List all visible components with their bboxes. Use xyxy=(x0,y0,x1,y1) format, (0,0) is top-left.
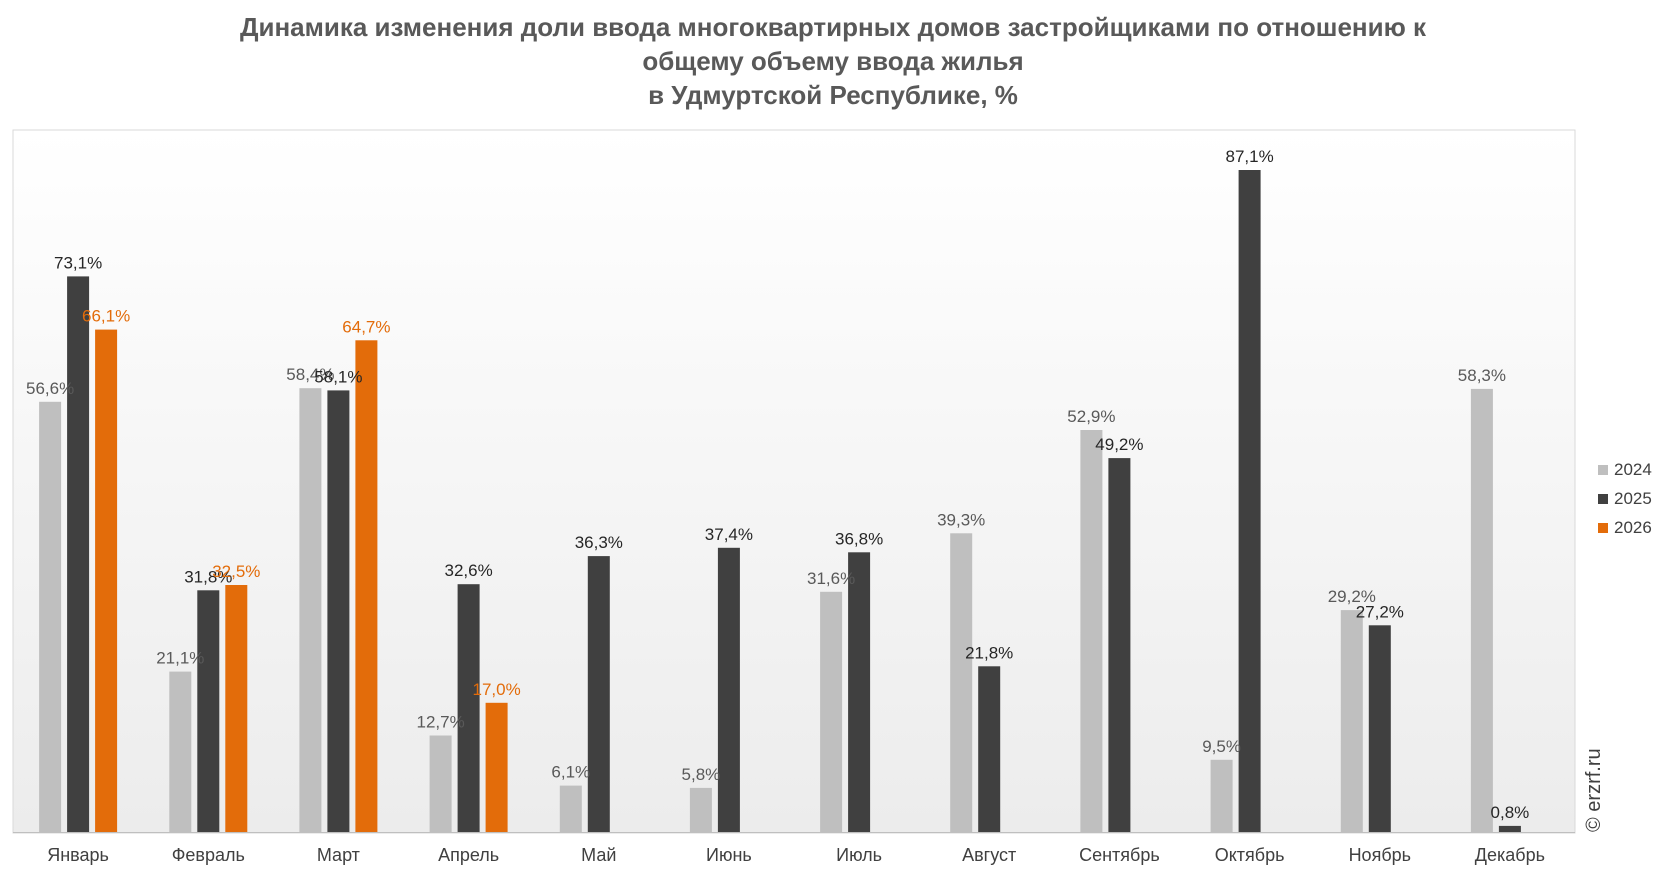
bar-2024-5 xyxy=(559,785,582,832)
x-tick-label-2: Февраль xyxy=(172,845,245,865)
bar-2024-3 xyxy=(299,388,322,832)
legend-label-2024: 2024 xyxy=(1614,459,1652,479)
legend-swatch-2026 xyxy=(1598,522,1608,533)
chart-title-line-3: в Удмуртской Республике, % xyxy=(648,80,1018,110)
data-label-2025-11: 27,2% xyxy=(1356,602,1404,621)
data-label-2025-8: 21,8% xyxy=(965,643,1013,662)
data-label-2025-10: 87,1% xyxy=(1225,147,1273,166)
bar-2025-12 xyxy=(1498,825,1521,832)
bar-2024-6 xyxy=(689,787,712,832)
bar-2026-2 xyxy=(225,585,248,832)
bar-2025-5 xyxy=(587,556,610,832)
data-label-2025-6: 37,4% xyxy=(705,525,753,544)
x-tick-label-1: Январь xyxy=(47,845,109,865)
data-label-2024-11: 29,2% xyxy=(1328,587,1376,606)
bar-2024-9 xyxy=(1080,430,1103,832)
data-label-2025-3: 58,1% xyxy=(314,367,362,386)
data-label-2024-4: 12,7% xyxy=(416,713,464,732)
data-label-2024-1: 56,6% xyxy=(26,379,74,398)
bar-2024-12 xyxy=(1470,388,1493,832)
legend-swatch-2024 xyxy=(1598,464,1608,475)
plot-area xyxy=(12,129,1576,834)
data-label-2025-4: 32,6% xyxy=(444,561,492,580)
bar-2024-7 xyxy=(820,591,843,832)
bar-2025-8 xyxy=(978,666,1001,832)
chart-title-line-1: Динамика изменения доли ввода многокварт… xyxy=(239,12,1427,42)
bar-2025-3 xyxy=(327,390,350,832)
bar-2026-3 xyxy=(355,340,378,832)
bar-2025-10 xyxy=(1238,170,1261,832)
data-label-2024-2: 21,1% xyxy=(156,649,204,668)
x-tick-label-12: Декабрь xyxy=(1475,845,1545,865)
bar-2024-2 xyxy=(169,671,192,832)
data-label-2024-5: 6,1% xyxy=(551,763,590,782)
bar-2025-2 xyxy=(197,590,220,832)
bar-2025-11 xyxy=(1368,625,1391,832)
bar-2025-7 xyxy=(848,552,871,832)
data-label-2026-1: 66,1% xyxy=(82,307,130,326)
bar-2024-8 xyxy=(950,533,973,832)
legend-item-2024: 2024 xyxy=(1598,455,1652,484)
x-tick-label-5: Май xyxy=(581,845,616,865)
data-label-2026-4: 17,0% xyxy=(472,680,520,699)
chart-title-line-2: общему объему ввода жилья xyxy=(642,46,1024,76)
data-label-2024-7: 31,6% xyxy=(807,569,855,588)
bar-2026-1 xyxy=(95,329,118,832)
data-label-2026-3: 64,7% xyxy=(342,317,390,336)
x-tick-label-10: Октябрь xyxy=(1215,845,1285,865)
data-label-2025-7: 36,8% xyxy=(835,529,883,548)
x-tick-label-4: Апрель xyxy=(438,845,499,865)
legend-item-2025: 2025 xyxy=(1598,484,1652,513)
legend-label-2025: 2025 xyxy=(1614,488,1652,508)
bar-2026-4 xyxy=(485,702,508,832)
x-tick-label-9: Сентябрь xyxy=(1079,845,1160,865)
data-label-2024-8: 39,3% xyxy=(937,510,985,529)
data-label-2025-5: 36,3% xyxy=(575,533,623,552)
legend-swatch-2025 xyxy=(1598,493,1608,504)
data-label-2024-10: 9,5% xyxy=(1202,737,1241,756)
legend-item-2026: 2026 xyxy=(1598,513,1652,542)
bar-2025-9 xyxy=(1108,458,1131,832)
bar-2024-1 xyxy=(39,401,62,832)
data-label-2024-6: 5,8% xyxy=(682,765,721,784)
data-label-2025-1: 73,1% xyxy=(54,253,102,272)
data-label-2025-2: 31,8% xyxy=(184,567,232,586)
bar-2024-4 xyxy=(429,735,452,832)
data-label-2025-9: 49,2% xyxy=(1095,435,1143,454)
bar-2025-1 xyxy=(67,276,90,832)
bar-2025-6 xyxy=(717,547,740,832)
data-label-2026-2: 32,5% xyxy=(212,562,260,581)
chart-title: Динамика изменения доли ввода многокварт… xyxy=(0,10,1666,112)
data-label-2024-9: 52,9% xyxy=(1067,407,1115,426)
data-label-2024-12: 58,3% xyxy=(1458,366,1506,385)
bar-2024-11 xyxy=(1340,610,1363,832)
bar-2025-4 xyxy=(457,584,480,832)
chart-legend: 2024 2025 2026 xyxy=(1598,455,1652,542)
x-tick-label-6: Июнь xyxy=(706,845,752,865)
x-tick-label-7: Июль xyxy=(836,845,882,865)
x-tick-label-8: Август xyxy=(962,845,1016,865)
legend-label-2026: 2026 xyxy=(1614,517,1652,537)
data-label-2024-3: 58,4% xyxy=(286,365,334,384)
bar-2024-10 xyxy=(1210,759,1233,832)
x-tick-label-3: Март xyxy=(317,845,360,865)
data-label-2025-12: 0,8% xyxy=(1491,803,1530,822)
watermark: © erzrf.ru xyxy=(1583,748,1605,832)
x-tick-label-11: Ноябрь xyxy=(1349,845,1411,865)
